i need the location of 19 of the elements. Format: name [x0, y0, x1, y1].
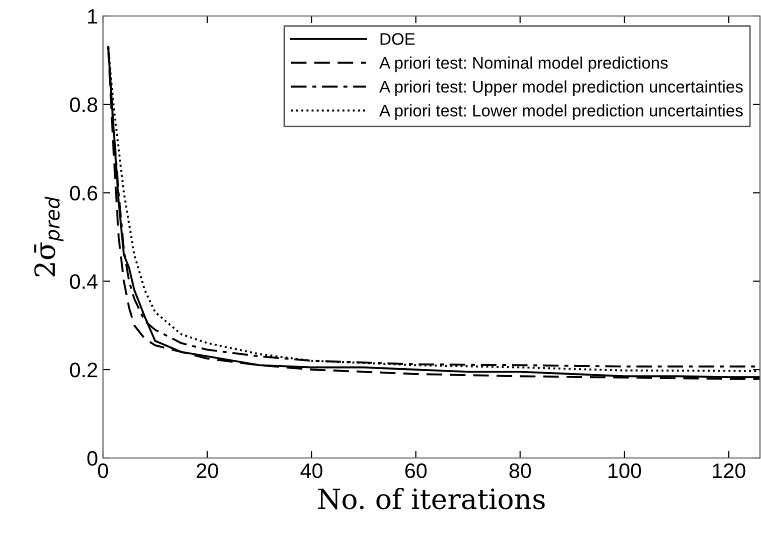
legend-label: A priori test: Upper model prediction uncertainties — [379, 80, 743, 96]
y-tick-label: 0.4 — [70, 274, 98, 289]
y-tick-label: 0.2 — [70, 362, 98, 378]
y-tick-label: 0 — [87, 451, 98, 466]
x-tick-label: 100 — [608, 463, 641, 478]
y-axis-title: 2σ̄$_{pred}$ — [34, 196, 64, 276]
y-tick-label: 1 — [88, 9, 98, 24]
y-tick-label: 0.6 — [70, 186, 98, 201]
x-tick-label: 60 — [405, 463, 427, 478]
legend-label: DOE — [380, 33, 415, 45]
legend-label: A priori test: Lower model prediction uncertainties — [379, 104, 743, 120]
x-tick-label: 40 — [300, 463, 322, 478]
x-tick-label: 20 — [196, 463, 218, 478]
y-tick-label: 0.8 — [70, 97, 98, 112]
x-tick-label: 120 — [712, 463, 746, 478]
x-tick-label: 0 — [98, 463, 108, 478]
legend-label: A priori test: Nominal model predictions — [379, 56, 668, 72]
x-axis-title: No. of iterations — [318, 488, 545, 510]
x-tick-label: 80 — [509, 463, 531, 478]
